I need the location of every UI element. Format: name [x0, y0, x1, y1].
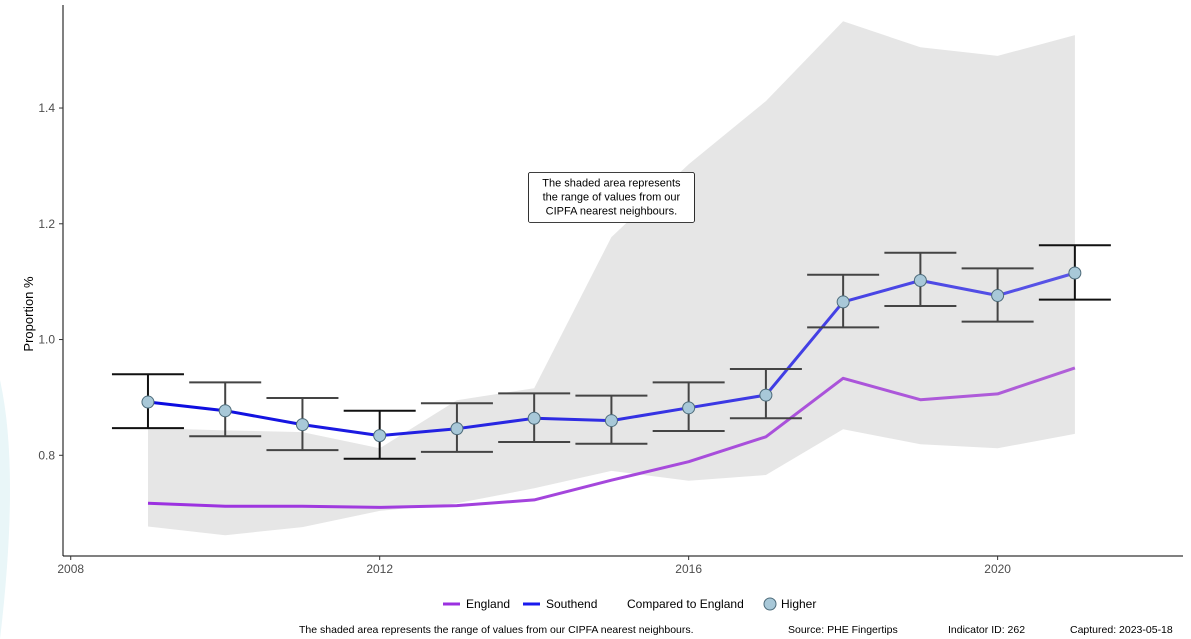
legend-higher-marker — [763, 597, 777, 611]
southend-point — [218, 404, 232, 418]
x-tick-label: 2016 — [675, 562, 702, 576]
southend-point — [991, 289, 1005, 303]
axes — [62, 5, 1183, 557]
x-tick-label: 2012 — [366, 562, 393, 576]
legend-england-label: England — [466, 597, 510, 611]
annotation-line: the range of values from our — [543, 191, 681, 203]
southend-point — [682, 401, 696, 415]
annotation-line: The shaded area represents — [542, 177, 681, 189]
x-tick-label: 2020 — [984, 562, 1011, 576]
southend-point — [373, 429, 387, 443]
southend-point — [527, 411, 541, 425]
series-line-england — [147, 366, 1076, 509]
caption-captured: Captured: 2023-05-18 — [1070, 624, 1173, 636]
annotation-line: CIPFA nearest neighbours. — [546, 205, 677, 217]
caption-note: The shaded area represents the range of … — [299, 624, 694, 636]
legend: England Southend Compared to England Hig… — [443, 597, 816, 611]
southend-point — [836, 295, 850, 309]
southend-point — [141, 395, 155, 409]
y-axis-title: Proportion % — [21, 276, 36, 352]
y-tick-label: 0.8 — [38, 448, 55, 462]
decorative-edge — [0, 380, 10, 639]
y-tick-label: 1.4 — [38, 101, 55, 115]
southend-point — [913, 274, 927, 287]
y-tick-label: 1.0 — [38, 333, 55, 347]
annotation-box — [528, 172, 695, 223]
southend-point — [759, 388, 773, 402]
southend-points — [141, 266, 1082, 443]
y-ticks: 0.8 1.0 1.2 1.4 — [38, 101, 63, 462]
x-ticks: 2008 2012 2016 2020 — [57, 556, 1011, 576]
shaded-area-annotation: The shaded area represents the range of … — [528, 172, 695, 223]
legend-comparison-title: Compared to England — [627, 597, 744, 611]
x-tick-label: 2008 — [57, 562, 84, 576]
legend-southend-label: Southend — [546, 597, 597, 611]
southend-point — [450, 422, 464, 436]
southend-point — [604, 414, 618, 428]
caption-source: Source: PHE Fingertips — [788, 624, 898, 636]
legend-higher-label: Higher — [781, 597, 816, 611]
confidence-interval-bars — [111, 244, 1111, 460]
caption: The shaded area represents the range of … — [299, 624, 1173, 636]
southend-point — [295, 418, 309, 432]
y-tick-label: 1.2 — [38, 217, 55, 231]
southend-point — [1068, 266, 1082, 280]
neighbour-range-band — [148, 21, 1075, 536]
caption-indicator: Indicator ID: 262 — [948, 624, 1025, 636]
neighbour-range-band-layer — [148, 21, 1075, 536]
